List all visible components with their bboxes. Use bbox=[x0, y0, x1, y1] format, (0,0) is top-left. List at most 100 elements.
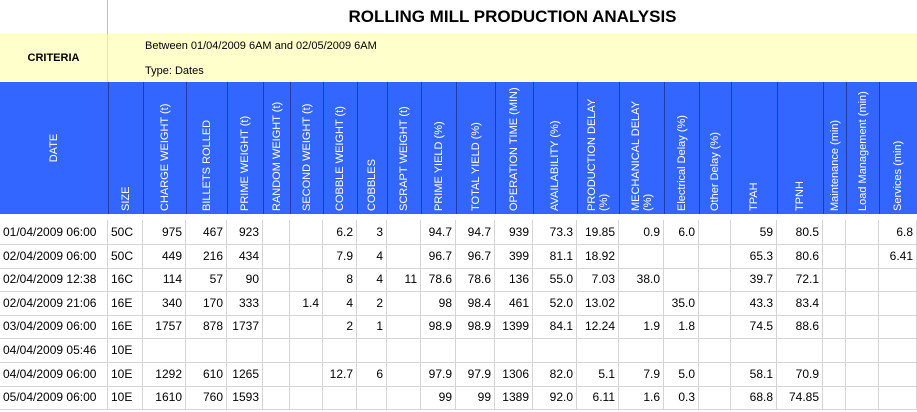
table-cell[interactable] bbox=[699, 267, 731, 292]
table-cell[interactable]: 10E bbox=[108, 361, 143, 386]
table-cell[interactable]: 43.3 bbox=[731, 290, 777, 315]
table-cell[interactable] bbox=[823, 267, 846, 292]
table-cell[interactable] bbox=[846, 338, 879, 362]
table-cell[interactable]: 98.9 bbox=[421, 314, 456, 339]
table-cell[interactable]: 78.6 bbox=[456, 267, 495, 292]
table-cell[interactable]: 6.0 bbox=[664, 220, 699, 244]
table-cell[interactable]: 4 bbox=[357, 267, 387, 292]
table-cell[interactable]: 02/04/2009 06:00 bbox=[0, 243, 108, 268]
table-cell[interactable]: 1593 bbox=[227, 385, 263, 410]
table-cell[interactable] bbox=[823, 361, 846, 386]
table-cell[interactable]: 1757 bbox=[143, 314, 186, 339]
table-cell[interactable] bbox=[263, 243, 290, 268]
column-header-6[interactable]: SECOND WEIGHT (t) bbox=[290, 82, 324, 214]
table-cell[interactable] bbox=[421, 338, 456, 362]
table-cell[interactable] bbox=[227, 338, 263, 362]
table-cell[interactable] bbox=[823, 385, 846, 410]
table-cell[interactable]: 1737 bbox=[227, 314, 263, 339]
column-header-13[interactable]: AVAILABILITY (%) bbox=[533, 82, 578, 214]
table-cell[interactable]: 1610 bbox=[143, 385, 186, 410]
table-cell[interactable]: 7.9 bbox=[619, 361, 664, 386]
table-cell[interactable]: 5.0 bbox=[664, 361, 699, 386]
table-cell[interactable] bbox=[823, 243, 846, 268]
table-cell[interactable]: 4 bbox=[357, 243, 387, 268]
table-cell[interactable] bbox=[186, 338, 227, 362]
table-cell[interactable]: 38.0 bbox=[619, 267, 664, 292]
table-cell[interactable]: 74.85 bbox=[777, 385, 823, 410]
table-cell[interactable]: 68.8 bbox=[731, 385, 777, 410]
table-cell[interactable] bbox=[387, 361, 421, 386]
table-cell[interactable]: 136 bbox=[495, 267, 533, 292]
table-cell[interactable]: 04/04/2009 06:00 bbox=[0, 361, 108, 386]
table-cell[interactable]: 8 bbox=[323, 267, 357, 292]
table-cell[interactable]: 02/04/2009 12:38 bbox=[0, 267, 108, 292]
table-cell[interactable] bbox=[664, 267, 699, 292]
table-cell[interactable]: 82.0 bbox=[533, 361, 577, 386]
table-cell[interactable] bbox=[823, 338, 846, 362]
table-cell[interactable] bbox=[263, 338, 290, 362]
table-cell[interactable]: 114 bbox=[143, 267, 186, 292]
table-cell[interactable]: 467 bbox=[186, 220, 227, 244]
table-cell[interactable]: 57 bbox=[186, 267, 227, 292]
table-cell[interactable] bbox=[846, 290, 879, 315]
column-header-14[interactable]: PRODUCTION DELAY (%) bbox=[577, 82, 620, 214]
column-header-9[interactable]: SCRAPT WEIGHT (t) bbox=[387, 82, 422, 214]
table-cell[interactable]: 16E bbox=[108, 314, 143, 339]
table-cell[interactable] bbox=[263, 220, 290, 244]
table-cell[interactable] bbox=[879, 314, 917, 339]
table-cell[interactable]: 16E bbox=[108, 290, 143, 315]
table-cell[interactable]: 78.6 bbox=[421, 267, 456, 292]
table-cell[interactable]: 73.3 bbox=[533, 220, 577, 244]
table-cell[interactable] bbox=[323, 338, 357, 362]
table-cell[interactable]: 96.7 bbox=[456, 243, 495, 268]
table-cell[interactable]: 50C bbox=[108, 220, 143, 244]
table-cell[interactable]: 6 bbox=[357, 361, 387, 386]
column-header-10[interactable]: PRIME YIELD (%) bbox=[421, 82, 457, 214]
table-cell[interactable]: 461 bbox=[495, 290, 533, 315]
column-header-8[interactable]: COBBLES bbox=[357, 82, 388, 214]
table-cell[interactable]: 3 bbox=[357, 220, 387, 244]
table-cell[interactable] bbox=[456, 338, 495, 362]
title-gutter-cell[interactable] bbox=[0, 0, 108, 34]
table-cell[interactable]: 216 bbox=[186, 243, 227, 268]
table-cell[interactable]: 04/04/2009 05:46 bbox=[0, 338, 108, 362]
table-cell[interactable] bbox=[879, 267, 917, 292]
table-cell[interactable]: 98 bbox=[421, 290, 456, 315]
table-cell[interactable]: 35.0 bbox=[664, 290, 699, 315]
table-cell[interactable]: 02/04/2009 21:06 bbox=[0, 290, 108, 315]
table-cell[interactable] bbox=[263, 314, 290, 339]
table-cell[interactable] bbox=[290, 267, 323, 292]
table-cell[interactable]: 0.3 bbox=[664, 385, 699, 410]
table-cell[interactable]: 65.3 bbox=[731, 243, 777, 268]
table-cell[interactable]: 2 bbox=[357, 290, 387, 315]
column-header-20[interactable]: Maintenance (min) bbox=[823, 82, 847, 214]
table-cell[interactable] bbox=[664, 243, 699, 268]
table-cell[interactable] bbox=[619, 243, 664, 268]
table-cell[interactable]: 333 bbox=[227, 290, 263, 315]
table-cell[interactable] bbox=[619, 338, 664, 362]
table-cell[interactable] bbox=[846, 243, 879, 268]
column-header-12[interactable]: OPERATION TIME (MIN) bbox=[495, 82, 534, 214]
table-cell[interactable]: 1.4 bbox=[290, 290, 323, 315]
column-header-15[interactable]: MECHANICAL DELAY (%) bbox=[619, 82, 665, 214]
table-cell[interactable]: 12.7 bbox=[323, 361, 357, 386]
table-cell[interactable]: 939 bbox=[495, 220, 533, 244]
table-cell[interactable]: 92.0 bbox=[533, 385, 577, 410]
table-cell[interactable]: 10E bbox=[108, 385, 143, 410]
table-cell[interactable] bbox=[879, 385, 917, 410]
table-cell[interactable] bbox=[387, 314, 421, 339]
table-cell[interactable] bbox=[387, 243, 421, 268]
table-cell[interactable] bbox=[846, 220, 879, 244]
table-cell[interactable]: 55.0 bbox=[533, 267, 577, 292]
table-cell[interactable]: 12.24 bbox=[577, 314, 619, 339]
table-cell[interactable]: 80.6 bbox=[777, 243, 823, 268]
column-header-11[interactable]: TOTAL YIELD (%) bbox=[456, 82, 496, 214]
table-cell[interactable] bbox=[823, 220, 846, 244]
table-cell[interactable]: 1.6 bbox=[619, 385, 664, 410]
table-cell[interactable]: 6.41 bbox=[879, 243, 917, 268]
column-header-18[interactable]: TPAH bbox=[731, 82, 778, 214]
table-cell[interactable]: 610 bbox=[186, 361, 227, 386]
table-cell[interactable] bbox=[846, 267, 879, 292]
table-cell[interactable] bbox=[533, 338, 577, 362]
table-cell[interactable] bbox=[879, 361, 917, 386]
